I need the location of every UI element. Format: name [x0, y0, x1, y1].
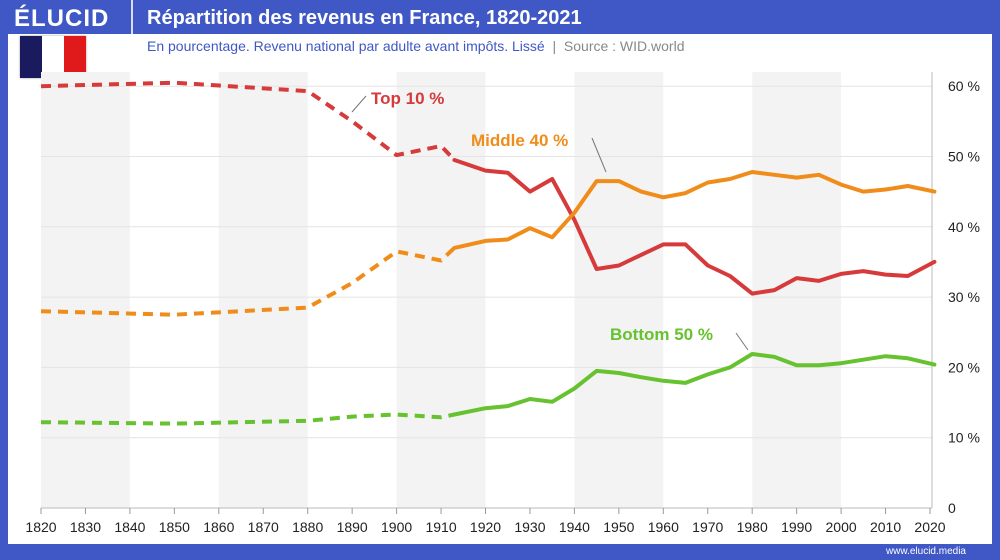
- x-tick-label: 1900: [381, 519, 412, 535]
- y-tick-label: 30 %: [948, 289, 980, 305]
- x-tick-label: 1990: [781, 519, 812, 535]
- series-label: Bottom 50 %: [610, 325, 713, 344]
- label-leader: [735, 332, 749, 351]
- series-line-top10: [452, 158, 937, 296]
- y-tick-label: 60 %: [948, 78, 980, 94]
- x-tick-label: 1880: [292, 519, 323, 535]
- x-tick-label: 2000: [826, 519, 857, 535]
- y-tick-label: 20 %: [948, 359, 980, 375]
- shaded-band: [396, 72, 486, 508]
- y-tick-label: 40 %: [948, 219, 980, 235]
- x-tick-label: 2010: [870, 519, 901, 535]
- x-tick-label: 1870: [248, 519, 279, 535]
- x-tick-label: 1970: [692, 519, 723, 535]
- series-line-bottom50: [452, 352, 937, 417]
- x-tick-label: 1830: [70, 519, 101, 535]
- chart-title: Répartition des revenus en France, 1820-…: [147, 7, 582, 29]
- divider: [131, 0, 133, 34]
- x-tick-label: 1820: [25, 519, 56, 535]
- x-tick-label: 1930: [514, 519, 545, 535]
- series-label: Top 10 %: [371, 89, 444, 108]
- chart-subtitle: En pourcentage. Revenu national par adul…: [147, 38, 685, 54]
- shaded-band: [41, 72, 130, 508]
- shaded-band: [574, 72, 664, 508]
- x-tick-label: 1950: [603, 519, 634, 535]
- subtitle-text: En pourcentage. Revenu national par adul…: [147, 38, 545, 54]
- x-tick-label: 1940: [559, 519, 590, 535]
- x-tick-label: 1860: [203, 519, 234, 535]
- x-tick-label: 1890: [337, 519, 368, 535]
- y-tick-label: 0: [948, 500, 956, 516]
- elucid-logo: ÉLUCID: [14, 5, 110, 32]
- series-line-dashed-bottom50: [40, 412, 455, 426]
- footer-url: www.elucid.media: [885, 546, 966, 557]
- source-text: Source : WID.world: [563, 38, 685, 54]
- x-tick-label: 1960: [648, 519, 679, 535]
- x-tick-label: 1840: [114, 519, 145, 535]
- x-tick-label: 2020: [914, 519, 945, 535]
- series-label: Middle 40 %: [471, 131, 568, 150]
- y-tick-label: 50 %: [948, 149, 980, 165]
- series-line-middle40: [452, 170, 937, 250]
- label-leader: [351, 95, 367, 113]
- shaded-band: [218, 72, 308, 508]
- x-tick-label: 1920: [470, 519, 501, 535]
- series-line-dashed-middle40: [40, 246, 456, 317]
- y-tick-label: 10 %: [948, 430, 980, 446]
- label-leader: [591, 137, 607, 173]
- x-tick-label: 1910: [425, 519, 456, 535]
- x-tick-label: 1850: [159, 519, 190, 535]
- x-tick-label: 1980: [737, 519, 768, 535]
- france-flag-icon: [20, 36, 86, 78]
